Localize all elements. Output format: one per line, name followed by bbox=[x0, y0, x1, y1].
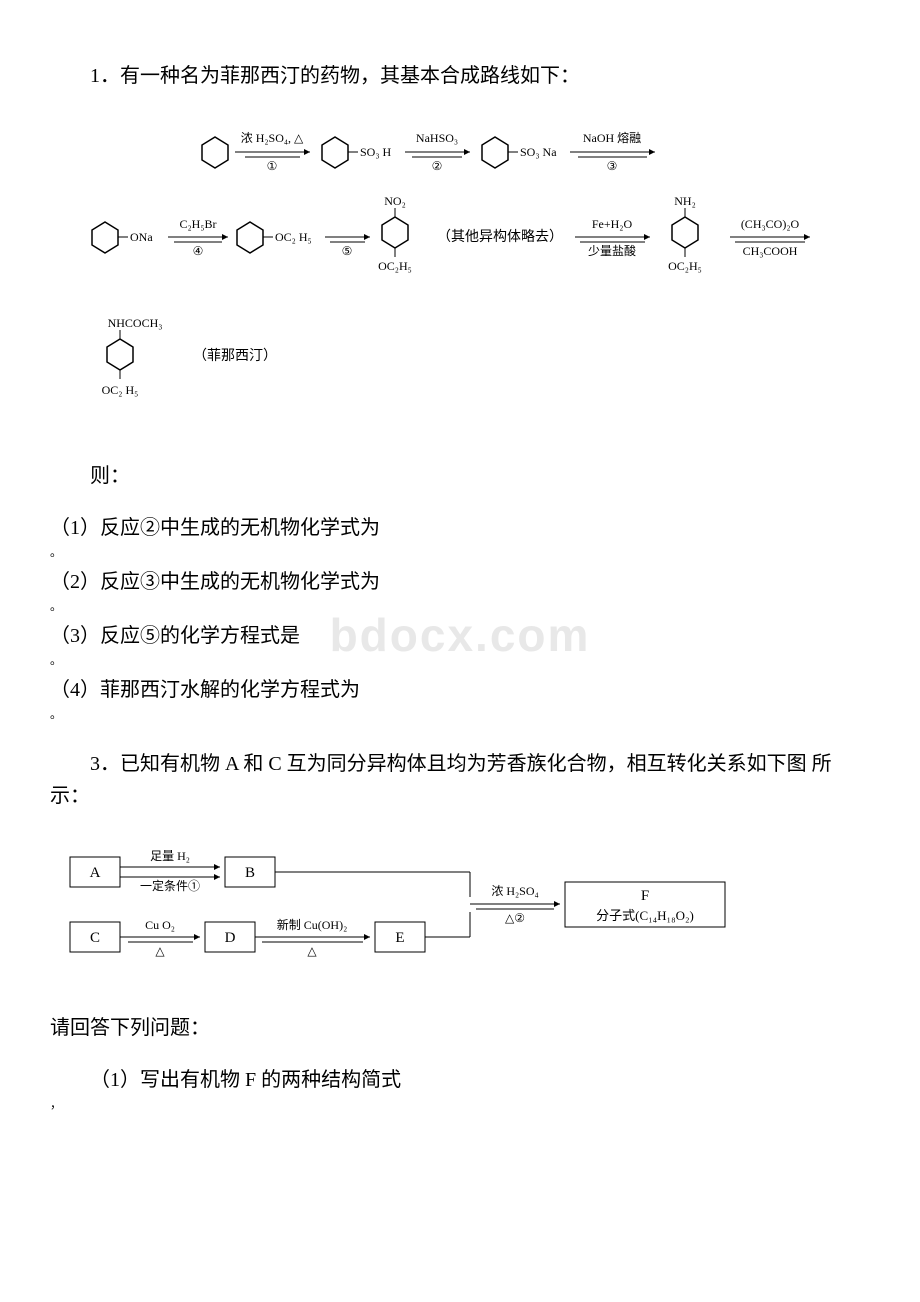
svg-text:C: C bbox=[90, 930, 100, 946]
q3-sub1: （1）写出有机物 F 的两种结构简式 bbox=[50, 1064, 870, 1096]
svg-text:Fe+H₂O: Fe+H₂O bbox=[592, 217, 633, 231]
svg-text:C₂H₅Br: C₂H₅Br bbox=[179, 217, 216, 231]
svg-text:NaOH 熔融: NaOH 熔融 bbox=[583, 130, 641, 145]
svg-text:NO₂: NO₂ bbox=[384, 194, 406, 208]
period: 。 bbox=[50, 654, 870, 666]
svg-text:SO₃ H: SO₃ H bbox=[360, 145, 392, 159]
svg-text:CH₃COOH: CH₃COOH bbox=[743, 244, 798, 258]
svg-text:少量盐酸: 少量盐酸 bbox=[588, 243, 636, 258]
comma: ， bbox=[50, 1098, 870, 1110]
q1-sub2: （2）反应③中生成的无机物化学式为 bbox=[50, 566, 870, 598]
svg-text:⑤: ⑤ bbox=[342, 244, 353, 258]
svg-text:OC₂H₅: OC₂H₅ bbox=[378, 259, 412, 273]
svg-text:一定条件①: 一定条件① bbox=[140, 878, 200, 893]
svg-text:OC₂ H₅: OC₂ H₅ bbox=[102, 383, 139, 397]
svg-text:（菲那西汀）: （菲那西汀） bbox=[193, 348, 277, 364]
svg-text:浓 H₂SO₄: 浓 H₂SO₄ bbox=[491, 884, 538, 898]
svg-text:△: △ bbox=[307, 944, 317, 958]
period: 。 bbox=[50, 546, 870, 558]
q1-sub1: （1）反应②中生成的无机物化学式为 bbox=[50, 512, 870, 544]
svg-text:OC₂H₅: OC₂H₅ bbox=[668, 259, 702, 273]
svg-text:NH₂: NH₂ bbox=[674, 194, 696, 208]
q1-sub4: （4）菲那西汀水解的化学方程式为 bbox=[50, 674, 870, 706]
svg-text:OC₂ H₅: OC₂ H₅ bbox=[275, 230, 312, 244]
svg-text:△②: △② bbox=[505, 911, 525, 925]
svg-text:（其他异构体略去）: （其他异构体略去） bbox=[437, 229, 563, 245]
svg-text:D: D bbox=[225, 930, 236, 946]
q3-title: 3．已知有机物 A 和 C 互为同分异构体且均为芳香族化合物，相互转化关系如下图… bbox=[50, 748, 870, 812]
svg-text:E: E bbox=[395, 930, 404, 946]
svg-text:新制 Cu(OH)₂: 新制 Cu(OH)₂ bbox=[277, 917, 348, 932]
q3-please: 请回答下列问题： bbox=[50, 1012, 870, 1044]
svg-text:SO₃ Na: SO₃ Na bbox=[520, 145, 557, 159]
svg-text:B: B bbox=[245, 865, 255, 881]
q1-scheme: 浓 H₂SO₄, △ ① SO₃ H NaHSO₃ ② SO₃ Na NaOH … bbox=[50, 112, 870, 442]
svg-text:NaHSO₃: NaHSO₃ bbox=[416, 131, 458, 145]
svg-text:③: ③ bbox=[607, 159, 618, 173]
period: 。 bbox=[50, 600, 870, 612]
svg-text:NHCOCH₃: NHCOCH₃ bbox=[108, 316, 163, 330]
svg-text:分子式(C₁₄H₁₈O₂): 分子式(C₁₄H₁₈O₂) bbox=[596, 908, 694, 923]
svg-text:②: ② bbox=[432, 159, 443, 173]
svg-text:④: ④ bbox=[193, 244, 204, 258]
q1-then: 则： bbox=[50, 460, 870, 492]
svg-text:△: △ bbox=[155, 944, 165, 958]
svg-text:Cu O₂: Cu O₂ bbox=[145, 918, 175, 932]
svg-text:①: ① bbox=[267, 159, 278, 173]
svg-text:ONa: ONa bbox=[130, 230, 153, 244]
svg-text:(CH₃CO)₂O: (CH₃CO)₂O bbox=[741, 217, 800, 231]
q1-title: 1．有一种名为菲那西汀的药物，其基本合成路线如下： bbox=[50, 60, 870, 92]
q3-scheme: A 足量 H₂ 一定条件① B C Cu O₂ △ D 新制 Cu(OH)₂ △… bbox=[50, 832, 740, 982]
svg-text:浓 H₂SO₄, △: 浓 H₂SO₄, △ bbox=[241, 131, 304, 145]
svg-text:F: F bbox=[641, 888, 649, 904]
q1-sub3: （3）反应⑤的化学方程式是 bbox=[50, 620, 870, 652]
svg-text:A: A bbox=[90, 865, 101, 881]
svg-text:足量 H₂: 足量 H₂ bbox=[150, 849, 190, 863]
period: 。 bbox=[50, 708, 870, 720]
